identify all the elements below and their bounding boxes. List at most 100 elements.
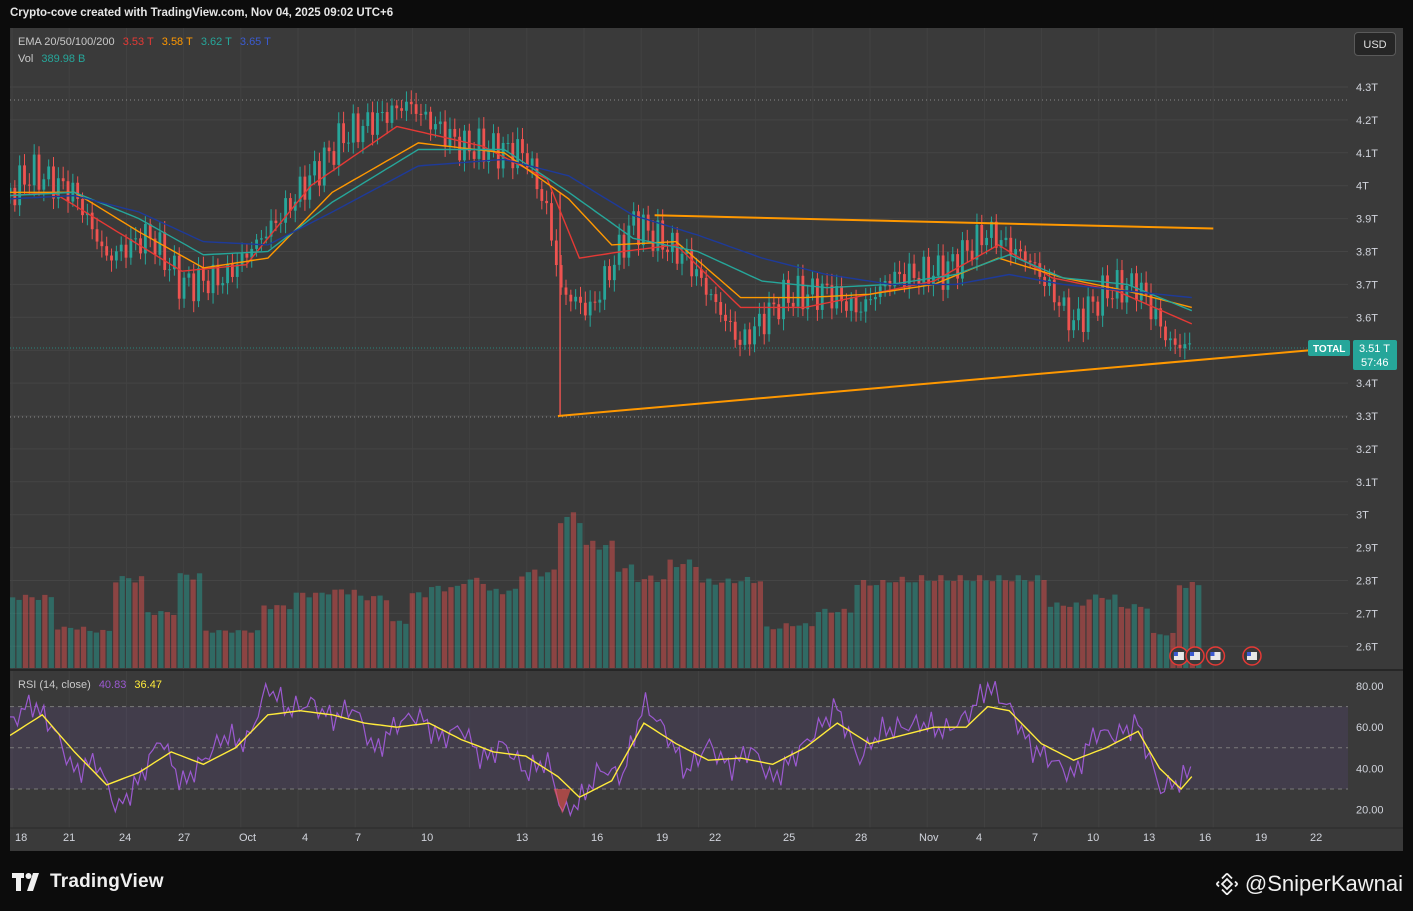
price-axis-label: 3.4T — [1356, 378, 1378, 390]
volume-bar — [596, 549, 602, 668]
candle-body — [985, 237, 989, 246]
ema-legend[interactable]: EMA 20/50/100/200 3.53 T 3.58 T 3.62 T 3… — [18, 36, 276, 48]
candle-body — [864, 299, 868, 312]
candle-body — [27, 184, 31, 186]
candle-body — [424, 111, 428, 115]
volume-bar — [1073, 602, 1079, 668]
volume-bar — [493, 588, 499, 668]
candle-body — [777, 304, 781, 320]
candle-body — [240, 253, 244, 265]
ema100-value: 3.62 T — [200, 36, 232, 48]
time-axis-label: 16 — [591, 832, 603, 844]
candle-body — [226, 264, 229, 284]
trendline-upper[interactable] — [654, 214, 1214, 230]
volume-bar — [860, 580, 867, 668]
candle-body — [641, 214, 645, 246]
candle-body — [371, 112, 375, 135]
currency-button[interactable]: USD — [1354, 32, 1396, 56]
candle-body — [414, 104, 418, 114]
volume-bar — [615, 571, 622, 668]
candle-body — [303, 176, 307, 200]
candle-body — [1023, 251, 1027, 261]
candle-body — [975, 224, 979, 260]
candle-body — [124, 244, 128, 258]
trendline-lower[interactable] — [557, 349, 1311, 417]
volume-bar — [706, 578, 712, 668]
candle-body — [18, 165, 22, 206]
symbol-badge[interactable] — [1308, 340, 1350, 356]
chart-canvas[interactable]: 4.3T 4.2T 4.1T 4T 3.9T 3.8T 3.7T 3.6T 3.4T 3.3T 3.… — [10, 28, 1403, 851]
volume-bar — [693, 566, 699, 668]
candle-body — [23, 165, 26, 185]
flag-canton — [1246, 652, 1251, 656]
rsi-axis-label: 40.00 — [1356, 763, 1384, 775]
volume-bar — [80, 626, 87, 668]
candle-body — [250, 248, 254, 258]
candle-body — [994, 221, 998, 248]
candle-body — [550, 203, 553, 241]
pane-separator[interactable] — [10, 669, 1403, 671]
volume-bar — [461, 583, 467, 668]
volume-bar — [1022, 580, 1028, 668]
candle-body — [1135, 273, 1138, 301]
candle-body — [936, 255, 940, 276]
candle-body — [1101, 275, 1105, 316]
volume-bar — [132, 582, 138, 668]
candle-body — [719, 302, 723, 315]
volume-legend[interactable]: Vol 389.98 B — [18, 53, 90, 65]
candle-body — [588, 301, 592, 316]
volume-bar — [254, 630, 261, 668]
candle-body — [37, 154, 41, 190]
author-handle[interactable]: @SniperKawnai — [1215, 871, 1403, 897]
candle-body — [385, 112, 389, 123]
ema200-value: 3.65 T — [239, 36, 271, 48]
candle-body — [951, 254, 955, 262]
chart-pane[interactable]: 4.3T 4.2T 4.1T 4T 3.9T 3.8T 3.7T 3.6T 3.4T 3.3T 3.… — [10, 28, 1403, 851]
volume-bar — [918, 575, 925, 668]
candle-body — [482, 128, 486, 163]
volume-bar — [1054, 602, 1060, 668]
candle-body — [893, 271, 897, 287]
volume-bar — [1144, 608, 1150, 668]
candle-body — [912, 263, 916, 278]
candle-body — [119, 244, 123, 252]
volume-bar — [409, 593, 415, 668]
candle-body — [1057, 302, 1061, 306]
time-axis-label: 13 — [516, 832, 528, 844]
time-axis-label: 13 — [1143, 832, 1155, 844]
candle-body — [743, 329, 747, 345]
volume-bar — [1060, 605, 1066, 668]
candle-body — [690, 249, 694, 277]
candle-body — [42, 179, 46, 190]
volume-bar — [68, 627, 74, 668]
candle-body — [419, 113, 423, 115]
volume-bar — [673, 567, 680, 668]
candle-body — [564, 287, 568, 295]
rsi-ma-line — [10, 705, 1193, 799]
footer-bar — [0, 851, 1413, 911]
candle-body — [1144, 282, 1148, 295]
volume-bar — [10, 597, 16, 668]
tradingview-logo[interactable]: TradingView — [12, 871, 164, 893]
candle-body — [516, 139, 520, 169]
volume-bar — [873, 585, 880, 668]
candle-body — [927, 256, 930, 285]
candle-body — [622, 234, 626, 258]
candle-body — [869, 299, 872, 301]
volume-bar — [319, 592, 325, 668]
volume-bar — [738, 581, 744, 668]
volume-bar — [1092, 594, 1099, 668]
candle-body — [1115, 270, 1119, 299]
candle-body — [617, 234, 621, 265]
volume-bar — [499, 594, 506, 668]
candle-body — [1110, 298, 1114, 300]
candle-body — [327, 147, 331, 152]
time-axis-label: 19 — [1255, 832, 1267, 844]
candle-body — [903, 274, 906, 288]
candle-body — [791, 302, 795, 307]
volume-bar — [312, 592, 319, 668]
rsi-legend[interactable]: RSI (14, close) 40.83 36.47 — [18, 679, 167, 691]
tradingview-logo-icon — [12, 873, 39, 891]
volume-bar — [293, 592, 299, 668]
volume-bar — [1163, 635, 1170, 668]
